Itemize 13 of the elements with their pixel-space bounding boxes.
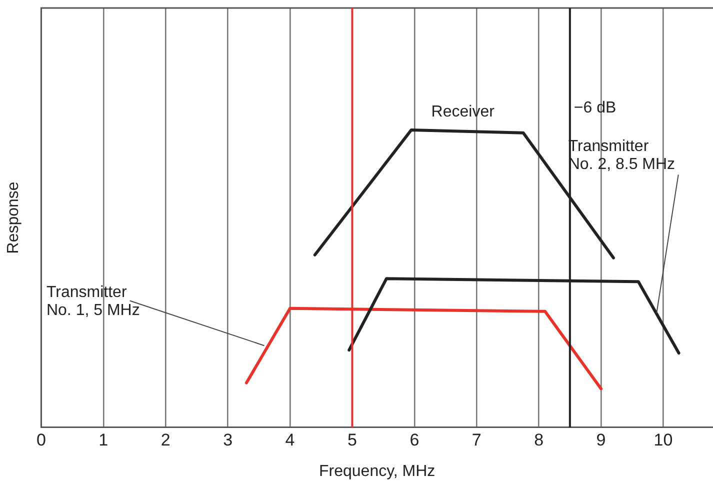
x-tick-label: 7 [472,430,482,450]
x-tick-label: 3 [223,430,233,450]
x-tick-label: 2 [160,430,170,450]
x-tick-label: 9 [596,430,606,450]
y-axis-title: Response [5,182,22,254]
x-tick-label: 0 [36,430,46,450]
x-axis-title: Frequency, MHz [319,462,436,480]
x-tick-label: 5 [347,430,357,450]
x-tick-label: 8 [534,430,544,450]
x-tick-label: 1 [98,430,108,450]
x-tick-label: 4 [285,430,295,450]
x-tick-label: 10 [654,430,673,450]
x-tick-label: 6 [410,430,420,450]
